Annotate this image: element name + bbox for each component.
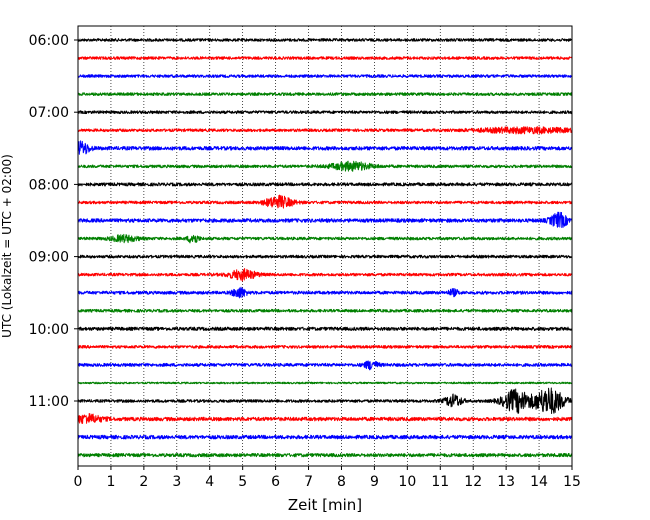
- trace-line: [77, 381, 573, 385]
- trace-lines: [77, 38, 573, 458]
- x-tick-label: 1: [106, 474, 115, 490]
- trace-line: [77, 387, 573, 414]
- y-tick-label: 07:00: [29, 105, 69, 121]
- trace-line: [77, 308, 573, 313]
- y-tick-label: 10:00: [29, 322, 69, 338]
- x-tick-label: 9: [370, 474, 379, 490]
- y-tick-label: 09:00: [29, 250, 69, 266]
- y-axis-label: UTC (Lokalzeit = UTC + 02:00): [0, 154, 14, 338]
- x-tick-label: 12: [464, 474, 482, 490]
- x-tick-label: 0: [74, 474, 83, 490]
- x-tick-label: 6: [271, 474, 280, 490]
- trace-line: [77, 254, 573, 259]
- x-tick-label: 4: [205, 474, 214, 490]
- y-axis-ticks: 06:00 07:00 08:00 09:00 10:00 11:00: [29, 33, 78, 410]
- x-tick-label: 13: [497, 474, 515, 490]
- x-tick-label: 7: [304, 474, 313, 490]
- trace-line: [77, 326, 573, 331]
- trace-line: [77, 233, 573, 244]
- x-tick-label: 5: [238, 474, 247, 490]
- x-tick-label: 8: [337, 474, 346, 490]
- y-tick-label: 08:00: [29, 177, 69, 193]
- x-tick-label: 2: [139, 474, 148, 490]
- trace-line: [77, 268, 573, 282]
- x-tick-label: 14: [530, 474, 548, 490]
- y-tick-label: 06:00: [29, 33, 69, 49]
- trace-line: [77, 360, 573, 371]
- trace-line: [77, 211, 573, 228]
- trace-line: [77, 140, 573, 155]
- x-tick-label: 11: [431, 474, 449, 490]
- trace-line: [77, 160, 573, 172]
- y-tick-label: 11:00: [29, 394, 69, 410]
- x-tick-label: 10: [398, 474, 416, 490]
- plot-frame: [77, 25, 573, 467]
- x-axis-ticks: 0 1 2 3 4 5 6 7 8 9 10 11 12 13 14 15: [74, 466, 581, 490]
- trace-line: [77, 194, 573, 209]
- trace-line: [77, 434, 573, 440]
- x-axis-label: Zeit [min]: [288, 496, 362, 514]
- x-tick-label: 3: [172, 474, 181, 490]
- trace-line: [77, 413, 573, 424]
- trace-line: [77, 74, 573, 78]
- trace-line: [77, 286, 573, 299]
- trace-line: [77, 92, 573, 96]
- trace-line: [77, 182, 573, 187]
- trace-line: [77, 56, 573, 60]
- trace-line: [77, 38, 573, 42]
- x-tick-label: 15: [563, 474, 581, 490]
- trace-line: [77, 126, 573, 135]
- trace-line: [77, 345, 573, 349]
- trace-line: [77, 110, 573, 115]
- trace-line: [77, 453, 573, 458]
